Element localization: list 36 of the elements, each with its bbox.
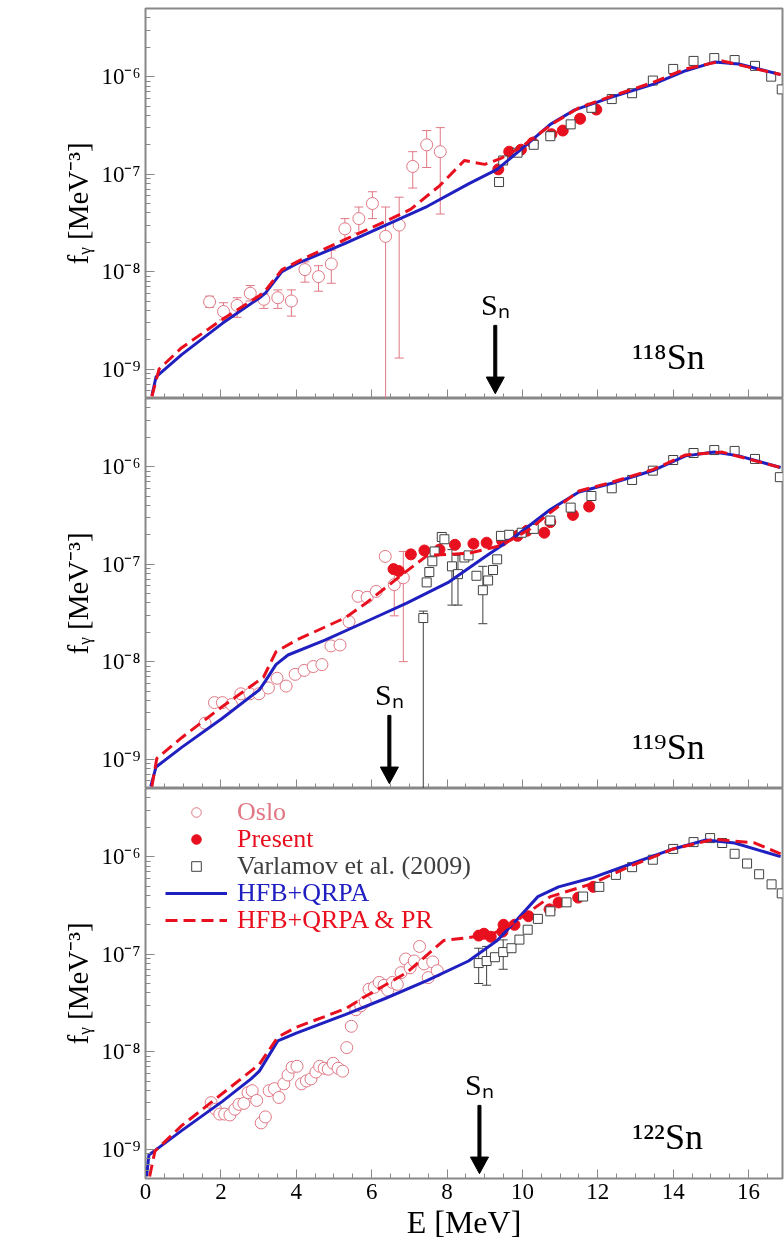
legend-label: Varlamov et al. (2009) xyxy=(237,851,471,881)
legend-label: HFB+QRPA & PR xyxy=(237,905,433,935)
y-axis-title: fᵧ [MeV⁻³] xyxy=(62,922,96,1045)
y-tick-label: 10⁻⁸ xyxy=(101,1039,141,1065)
legend-label: Present xyxy=(237,824,314,854)
y-axis-title: fᵧ [MeV⁻³] xyxy=(62,142,96,265)
ref-line-label: Sₙ xyxy=(480,288,510,322)
x-tick-label: 2 xyxy=(215,1178,227,1204)
y-tick-label: 10⁻⁶ xyxy=(101,844,141,870)
y-tick-label: 10⁻⁹ xyxy=(101,1136,141,1162)
ref-line-label: Sₙ xyxy=(375,678,404,712)
legend-label: Oslo xyxy=(237,797,287,827)
annotation: ¹¹⁸Sn xyxy=(632,336,705,377)
x-tick-label: 10 xyxy=(510,1178,534,1204)
x-tick-label: 12 xyxy=(586,1178,610,1204)
x-tick-label: 14 xyxy=(661,1178,686,1204)
y-tick-label: 10⁻⁷ xyxy=(101,941,141,967)
y-tick-label: 10⁻⁹ xyxy=(101,746,141,772)
y-tick-label: 10⁻⁹ xyxy=(101,356,141,382)
legend-label: HFB+QRPA xyxy=(237,878,370,908)
x-tick-label: 8 xyxy=(441,1178,453,1204)
y-axis-title: fᵧ [MeV⁻³] xyxy=(62,532,96,655)
ref-line-label: Sₙ xyxy=(465,1068,494,1102)
y-tick-label: 10⁻⁶ xyxy=(101,454,141,480)
y-tick-label: 10⁻⁸ xyxy=(101,259,141,285)
x-axis-title: E [MeV] xyxy=(406,1203,522,1240)
x-tick-label: 0 xyxy=(139,1178,152,1204)
x-tick-label: 6 xyxy=(365,1178,378,1204)
annotation: ¹²²Sn xyxy=(632,1116,703,1157)
y-tick-label: 10⁻⁷ xyxy=(101,551,141,577)
y-tick-label: 10⁻⁸ xyxy=(101,649,141,675)
y-tick-label: 10⁻⁷ xyxy=(101,161,141,187)
x-tick-label: 16 xyxy=(737,1178,761,1204)
x-tick-label: 4 xyxy=(290,1178,303,1204)
annotation: ¹¹⁹Sn xyxy=(632,726,705,767)
y-tick-label: 10⁻⁶ xyxy=(101,64,141,90)
